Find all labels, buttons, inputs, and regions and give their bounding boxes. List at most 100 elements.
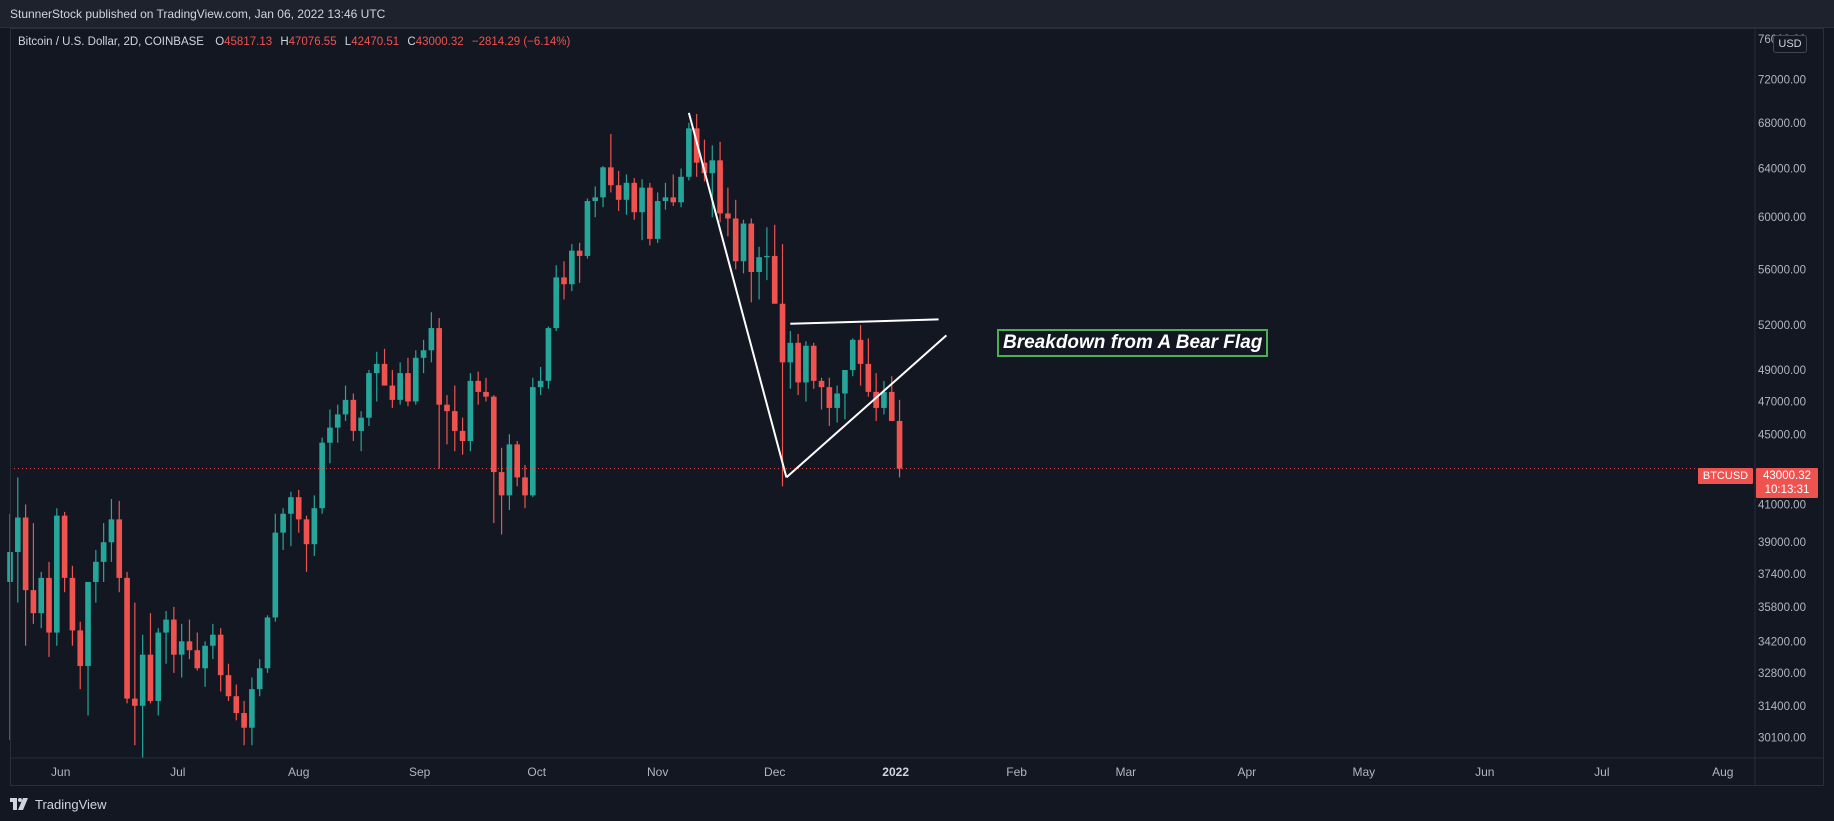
candle[interactable] <box>631 178 638 220</box>
candle[interactable] <box>764 227 770 281</box>
candle[interactable] <box>69 565 76 646</box>
candle[interactable] <box>139 634 146 758</box>
candle[interactable] <box>358 411 364 452</box>
candle[interactable] <box>530 377 536 498</box>
flagpole-line[interactable] <box>687 112 788 478</box>
candle[interactable] <box>647 182 653 246</box>
candle[interactable] <box>498 447 505 535</box>
candle[interactable] <box>678 168 684 208</box>
candle[interactable] <box>444 395 450 445</box>
candle[interactable] <box>592 186 599 218</box>
candle[interactable] <box>303 515 310 572</box>
candle[interactable] <box>670 174 677 206</box>
candle[interactable] <box>14 477 21 603</box>
candle[interactable] <box>100 523 107 582</box>
candle[interactable] <box>756 246 762 300</box>
candle[interactable] <box>459 417 466 455</box>
candle[interactable] <box>569 244 575 292</box>
candle[interactable] <box>256 659 263 697</box>
candle[interactable] <box>842 370 848 420</box>
candle[interactable] <box>654 192 661 243</box>
candle[interactable] <box>241 700 247 746</box>
candle[interactable] <box>225 663 232 701</box>
candle[interactable] <box>662 182 669 210</box>
candle[interactable] <box>436 317 442 469</box>
candle[interactable] <box>280 508 286 551</box>
candle[interactable] <box>397 362 403 405</box>
candle[interactable] <box>327 409 333 464</box>
currency-button[interactable]: USD <box>1773 35 1807 53</box>
candle[interactable] <box>748 218 755 303</box>
candle[interactable] <box>506 434 513 511</box>
candle[interactable] <box>272 513 279 622</box>
candle[interactable] <box>77 621 84 690</box>
candle[interactable] <box>451 385 458 452</box>
candle[interactable] <box>857 325 864 386</box>
candle[interactable] <box>522 465 528 509</box>
candle[interactable] <box>171 606 177 673</box>
candle[interactable] <box>576 242 583 283</box>
candle[interactable] <box>163 611 169 664</box>
candle[interactable] <box>795 333 801 396</box>
candle[interactable] <box>514 441 521 487</box>
candle[interactable] <box>132 602 138 746</box>
candle[interactable] <box>30 523 37 624</box>
candle[interactable] <box>490 395 497 524</box>
candle[interactable] <box>467 373 474 452</box>
candle[interactable] <box>233 684 240 721</box>
candle[interactable] <box>381 348 388 386</box>
candle[interactable] <box>350 393 357 442</box>
candle[interactable] <box>389 370 396 408</box>
flag-lower-trendline[interactable] <box>785 334 948 479</box>
annotation-box[interactable]: Breakdown from A Bear Flag <box>997 329 1269 357</box>
flag-upper-trendline[interactable] <box>790 318 939 325</box>
candle[interactable] <box>54 508 60 646</box>
candle[interactable] <box>202 641 208 687</box>
candle[interactable] <box>194 632 201 671</box>
candle[interactable] <box>553 265 560 332</box>
candle[interactable] <box>264 615 271 673</box>
tradingview-brand[interactable]: TradingView <box>10 796 107 812</box>
candle[interactable] <box>288 491 294 547</box>
candle[interactable] <box>319 437 325 514</box>
candle[interactable] <box>483 377 489 402</box>
candle[interactable] <box>405 357 411 407</box>
candle[interactable] <box>545 326 552 389</box>
candle[interactable] <box>334 404 341 443</box>
candle[interactable] <box>108 499 115 562</box>
candle[interactable] <box>608 133 614 193</box>
candle[interactable] <box>717 141 723 223</box>
candle[interactable] <box>61 511 68 593</box>
candle[interactable] <box>732 199 739 270</box>
candle[interactable] <box>709 145 716 218</box>
candle[interactable] <box>537 366 544 396</box>
candle[interactable] <box>834 385 840 423</box>
candle[interactable] <box>865 338 872 397</box>
candle[interactable] <box>147 613 154 704</box>
candle[interactable] <box>295 489 302 533</box>
candle[interactable] <box>116 500 123 593</box>
candle[interactable] <box>249 677 255 746</box>
candle[interactable] <box>686 122 692 181</box>
candle[interactable] <box>38 571 45 629</box>
candle[interactable] <box>584 198 591 259</box>
candle[interactable] <box>810 342 817 389</box>
candle[interactable] <box>818 377 825 410</box>
candle[interactable] <box>615 170 622 211</box>
candle[interactable] <box>373 351 380 402</box>
candle[interactable] <box>771 224 778 304</box>
candle[interactable] <box>420 339 427 374</box>
candle[interactable] <box>186 619 193 660</box>
candle[interactable] <box>217 628 224 692</box>
candle[interactable] <box>342 385 349 421</box>
candle[interactable] <box>412 350 419 405</box>
candle[interactable] <box>311 495 318 556</box>
candle[interactable] <box>826 377 833 426</box>
candle[interactable] <box>93 550 99 603</box>
candle[interactable] <box>639 179 645 241</box>
candle[interactable] <box>600 166 606 208</box>
candle[interactable] <box>366 370 372 426</box>
candle[interactable] <box>178 623 185 678</box>
candle[interactable] <box>623 174 630 215</box>
candle[interactable] <box>475 371 481 405</box>
